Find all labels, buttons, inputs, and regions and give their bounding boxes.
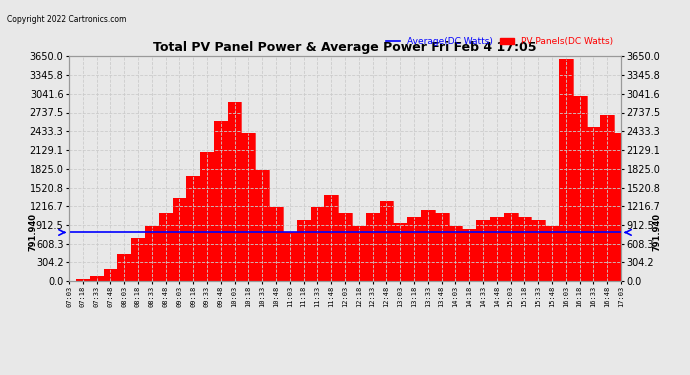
Text: Copyright 2022 Cartronics.com: Copyright 2022 Cartronics.com (7, 15, 126, 24)
Text: 791.940: 791.940 (28, 213, 38, 251)
Text: 791.940: 791.940 (652, 213, 662, 251)
Legend: Average(DC Watts), PV Panels(DC Watts): Average(DC Watts), PV Panels(DC Watts) (382, 34, 616, 50)
Title: Total PV Panel Power & Average Power Fri Feb 4 17:05: Total PV Panel Power & Average Power Fri… (153, 41, 537, 54)
